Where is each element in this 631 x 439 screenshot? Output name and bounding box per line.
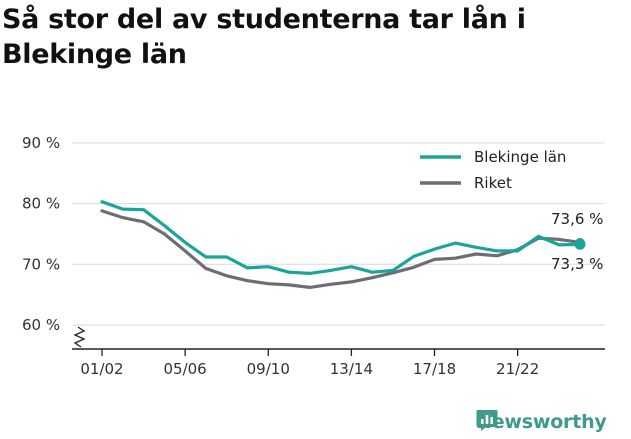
end-labels: 73,6 % 73,3 % xyxy=(551,210,603,273)
brand-name: Newsworthy xyxy=(476,411,607,433)
series-line-riket xyxy=(100,209,582,289)
end-label-riket: 73,6 % xyxy=(551,210,603,228)
x-tick-label: 13/14 xyxy=(330,360,373,378)
legend: Blekinge län Riket xyxy=(420,148,566,192)
grid-lines xyxy=(72,142,605,326)
x-tick-label: 05/06 xyxy=(164,360,207,378)
legend-label: Blekinge län xyxy=(474,148,566,166)
end-label-blekinge: 73,3 % xyxy=(551,255,603,273)
x-tick-label: 17/18 xyxy=(413,360,456,378)
series-line-blekinge xyxy=(100,200,582,275)
x-axis: 01/02 05/06 09/10 13/14 17/18 21/22 xyxy=(72,326,605,378)
axis-break-mark xyxy=(73,326,86,348)
y-tick-label: 90 % xyxy=(22,134,60,152)
y-tick-label: 70 % xyxy=(22,255,60,273)
chart-title: Så stor del av studenterna tar lån i Ble… xyxy=(2,4,526,70)
y-axis-tick-labels: 60 % 70 % 80 % 90 % xyxy=(22,134,60,334)
newsworthy-icon xyxy=(476,410,498,431)
x-tick-label: 21/22 xyxy=(496,360,539,378)
series-end-point-blekinge xyxy=(574,238,586,250)
legend-label: Riket xyxy=(474,174,512,192)
y-tick-label: 60 % xyxy=(22,316,60,334)
newsworthy-logo[interactable]: Newsworthy xyxy=(476,407,607,437)
x-tick-label: 09/10 xyxy=(247,360,290,378)
y-tick-label: 80 % xyxy=(22,195,60,213)
series-lines xyxy=(100,200,586,289)
x-tick-label: 01/02 xyxy=(80,360,123,378)
